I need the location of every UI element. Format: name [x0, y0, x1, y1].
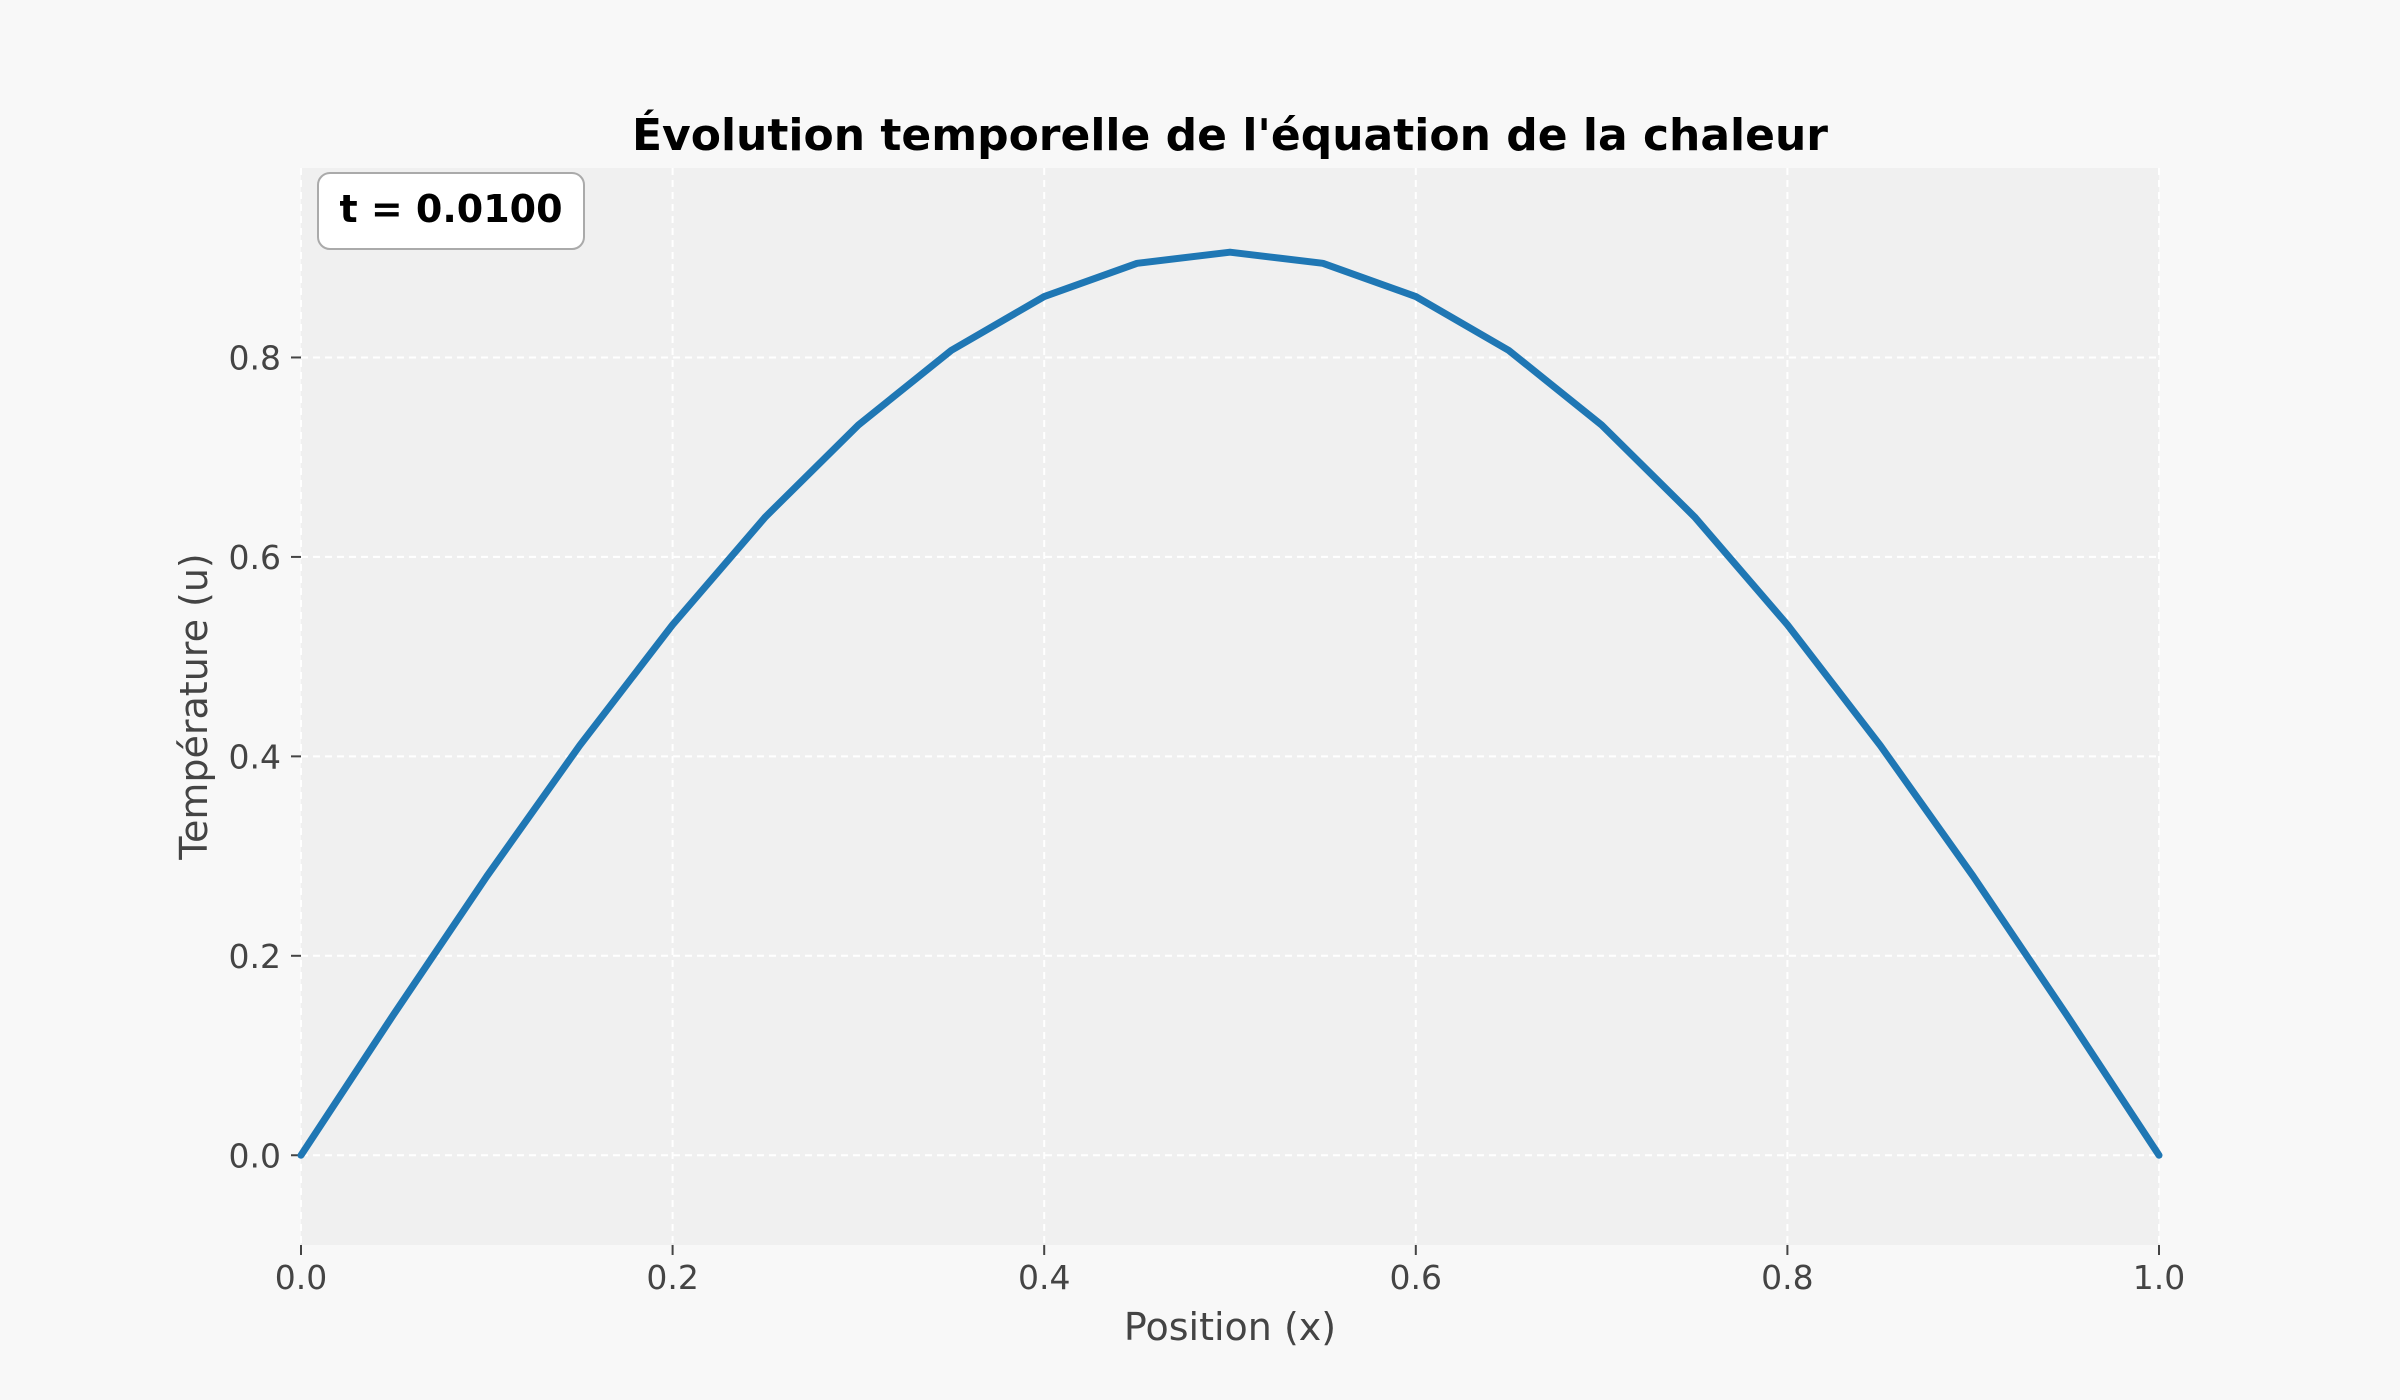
- x-tick-label: 0.6: [1390, 1258, 1442, 1297]
- y-tick-label: 0.0: [229, 1136, 281, 1175]
- x-tick-label: 0.2: [646, 1258, 698, 1297]
- axis-ticks: 0.0 0.2 0.4 0.6 0.8 1.0 0.0 0.2 0.4 0.6 0.8: [229, 338, 2186, 1297]
- y-tick-label: 0.6: [229, 538, 281, 577]
- x-tick-label: 1.0: [2133, 1258, 2185, 1297]
- y-tick-label: 0.8: [229, 338, 281, 377]
- plot-area: [301, 168, 2159, 1245]
- time-annotation-box: [317, 172, 585, 250]
- x-tick-label: 0.8: [1761, 1258, 1813, 1297]
- x-axis-label: Position (x): [1124, 1305, 1336, 1349]
- temperature-curve: [297, 248, 2163, 1159]
- y-tick-label: 0.4: [229, 737, 281, 776]
- grid-lines: [300, 168, 2160, 1245]
- y-axis-label: Température (u): [172, 553, 216, 861]
- y-tick-label: 0.2: [229, 937, 281, 976]
- x-tick-label: 0.0: [275, 1258, 327, 1297]
- chart-title: Évolution temporelle de l'équation de la…: [632, 108, 1828, 161]
- time-annotation: t = 0.0100: [317, 172, 585, 250]
- x-tick-label: 0.4: [1018, 1258, 1070, 1297]
- time-annotation-text: t = 0.0100: [339, 187, 562, 231]
